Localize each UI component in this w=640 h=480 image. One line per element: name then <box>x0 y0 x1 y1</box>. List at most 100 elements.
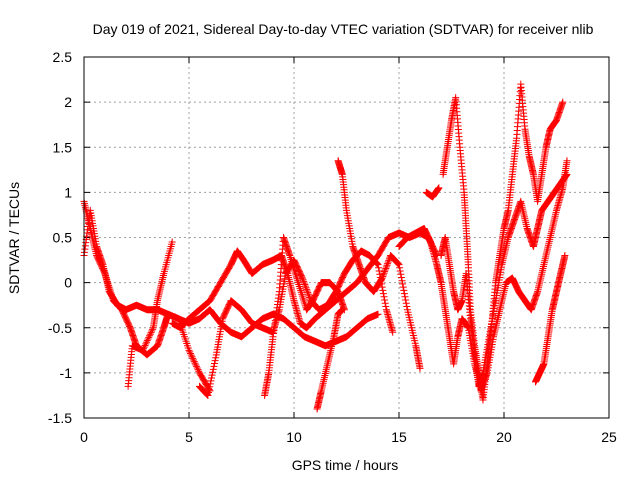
series-track-l <box>437 170 571 390</box>
series-track-f <box>261 234 348 399</box>
data-point <box>385 256 393 264</box>
x-tick-label: 15 <box>391 429 407 445</box>
data-point <box>379 273 387 281</box>
data-point <box>210 362 218 370</box>
series-track-b <box>80 197 214 395</box>
data-point <box>381 299 389 307</box>
series-track-m <box>532 252 569 386</box>
series-track-j <box>422 184 443 201</box>
data-point <box>394 260 402 268</box>
data-point <box>212 354 220 362</box>
data-point <box>373 259 381 267</box>
data-point <box>149 325 157 333</box>
data-point <box>302 284 310 292</box>
data-point <box>399 283 407 291</box>
data-point <box>375 264 383 272</box>
data-point <box>211 357 219 365</box>
data-point <box>206 380 214 388</box>
y-tick-labels: -1.5 -1 -0.5 0 0.5 1 1.5 2 2.5 <box>48 49 72 426</box>
data-point <box>380 269 388 277</box>
data-point <box>168 238 176 246</box>
data-point <box>416 364 424 372</box>
y-tick-label: 2 <box>64 94 72 110</box>
data-point <box>379 290 387 298</box>
data-point <box>189 354 197 362</box>
data-point <box>190 358 198 366</box>
data-point <box>563 157 571 165</box>
data-point <box>382 264 390 272</box>
y-axis-label: SDTVAR / TECUs <box>6 182 22 294</box>
data-point <box>207 377 215 385</box>
data-point <box>193 362 200 370</box>
data-point <box>211 360 218 368</box>
data-point <box>192 361 200 369</box>
data-point <box>401 293 409 301</box>
data-point <box>295 282 303 290</box>
data-point <box>375 267 383 275</box>
x-tick-label: 25 <box>601 429 617 445</box>
data-point <box>300 298 308 306</box>
data-point <box>299 276 307 284</box>
y-tick-label: 2.5 <box>53 49 73 65</box>
data-point <box>384 260 392 268</box>
data-point <box>140 343 148 351</box>
data-point <box>374 310 382 318</box>
y-tick-label: 1 <box>64 184 72 200</box>
data-point <box>400 290 408 298</box>
data-point <box>143 337 151 345</box>
data-point <box>140 345 148 353</box>
data-point <box>204 391 212 399</box>
data-point <box>185 346 193 354</box>
y-tick-label: -1.5 <box>48 410 72 426</box>
series-track-h <box>334 157 424 372</box>
data-points <box>80 80 571 413</box>
data-point <box>303 285 311 293</box>
data-point <box>187 351 195 359</box>
y-tick-label: 0.5 <box>53 230 73 246</box>
data-point <box>389 328 397 336</box>
data-point <box>381 296 389 304</box>
data-point <box>145 333 153 341</box>
data-point <box>402 296 410 304</box>
data-point <box>190 356 197 364</box>
data-point <box>300 277 308 285</box>
data-point <box>146 332 154 340</box>
y-tick-label: 1.5 <box>53 139 73 155</box>
series-track-g <box>313 306 346 413</box>
data-point <box>400 286 408 294</box>
y-tick-label: -1 <box>60 365 73 381</box>
data-point <box>435 184 443 192</box>
data-point <box>559 98 567 106</box>
data-point <box>399 280 407 288</box>
y-tick-label: -0.5 <box>48 320 72 336</box>
data-point <box>187 350 194 358</box>
data-point <box>384 258 392 266</box>
data-point <box>142 340 150 348</box>
data-point <box>191 359 199 367</box>
data-point <box>383 261 391 269</box>
data-point <box>301 282 309 290</box>
data-point <box>380 293 388 301</box>
data-point <box>186 348 194 356</box>
data-point <box>100 268 108 276</box>
data-point <box>398 277 406 285</box>
y-tick-label: 0 <box>64 275 72 291</box>
data-point <box>396 264 404 272</box>
data-point <box>378 274 386 282</box>
series-track-k <box>439 80 567 404</box>
grid-lines <box>84 57 609 418</box>
data-point <box>203 390 211 398</box>
data-point <box>148 327 156 335</box>
data-point <box>195 367 203 375</box>
data-point <box>304 290 312 298</box>
data-point <box>395 261 403 269</box>
data-point <box>293 275 301 283</box>
data-point <box>403 302 411 310</box>
x-tick-label: 5 <box>185 429 193 445</box>
data-point <box>396 267 404 275</box>
x-tick-labels: 0 5 10 15 20 25 <box>80 429 617 445</box>
data-point <box>147 329 155 337</box>
data-point <box>205 386 213 394</box>
data-point <box>193 364 201 372</box>
